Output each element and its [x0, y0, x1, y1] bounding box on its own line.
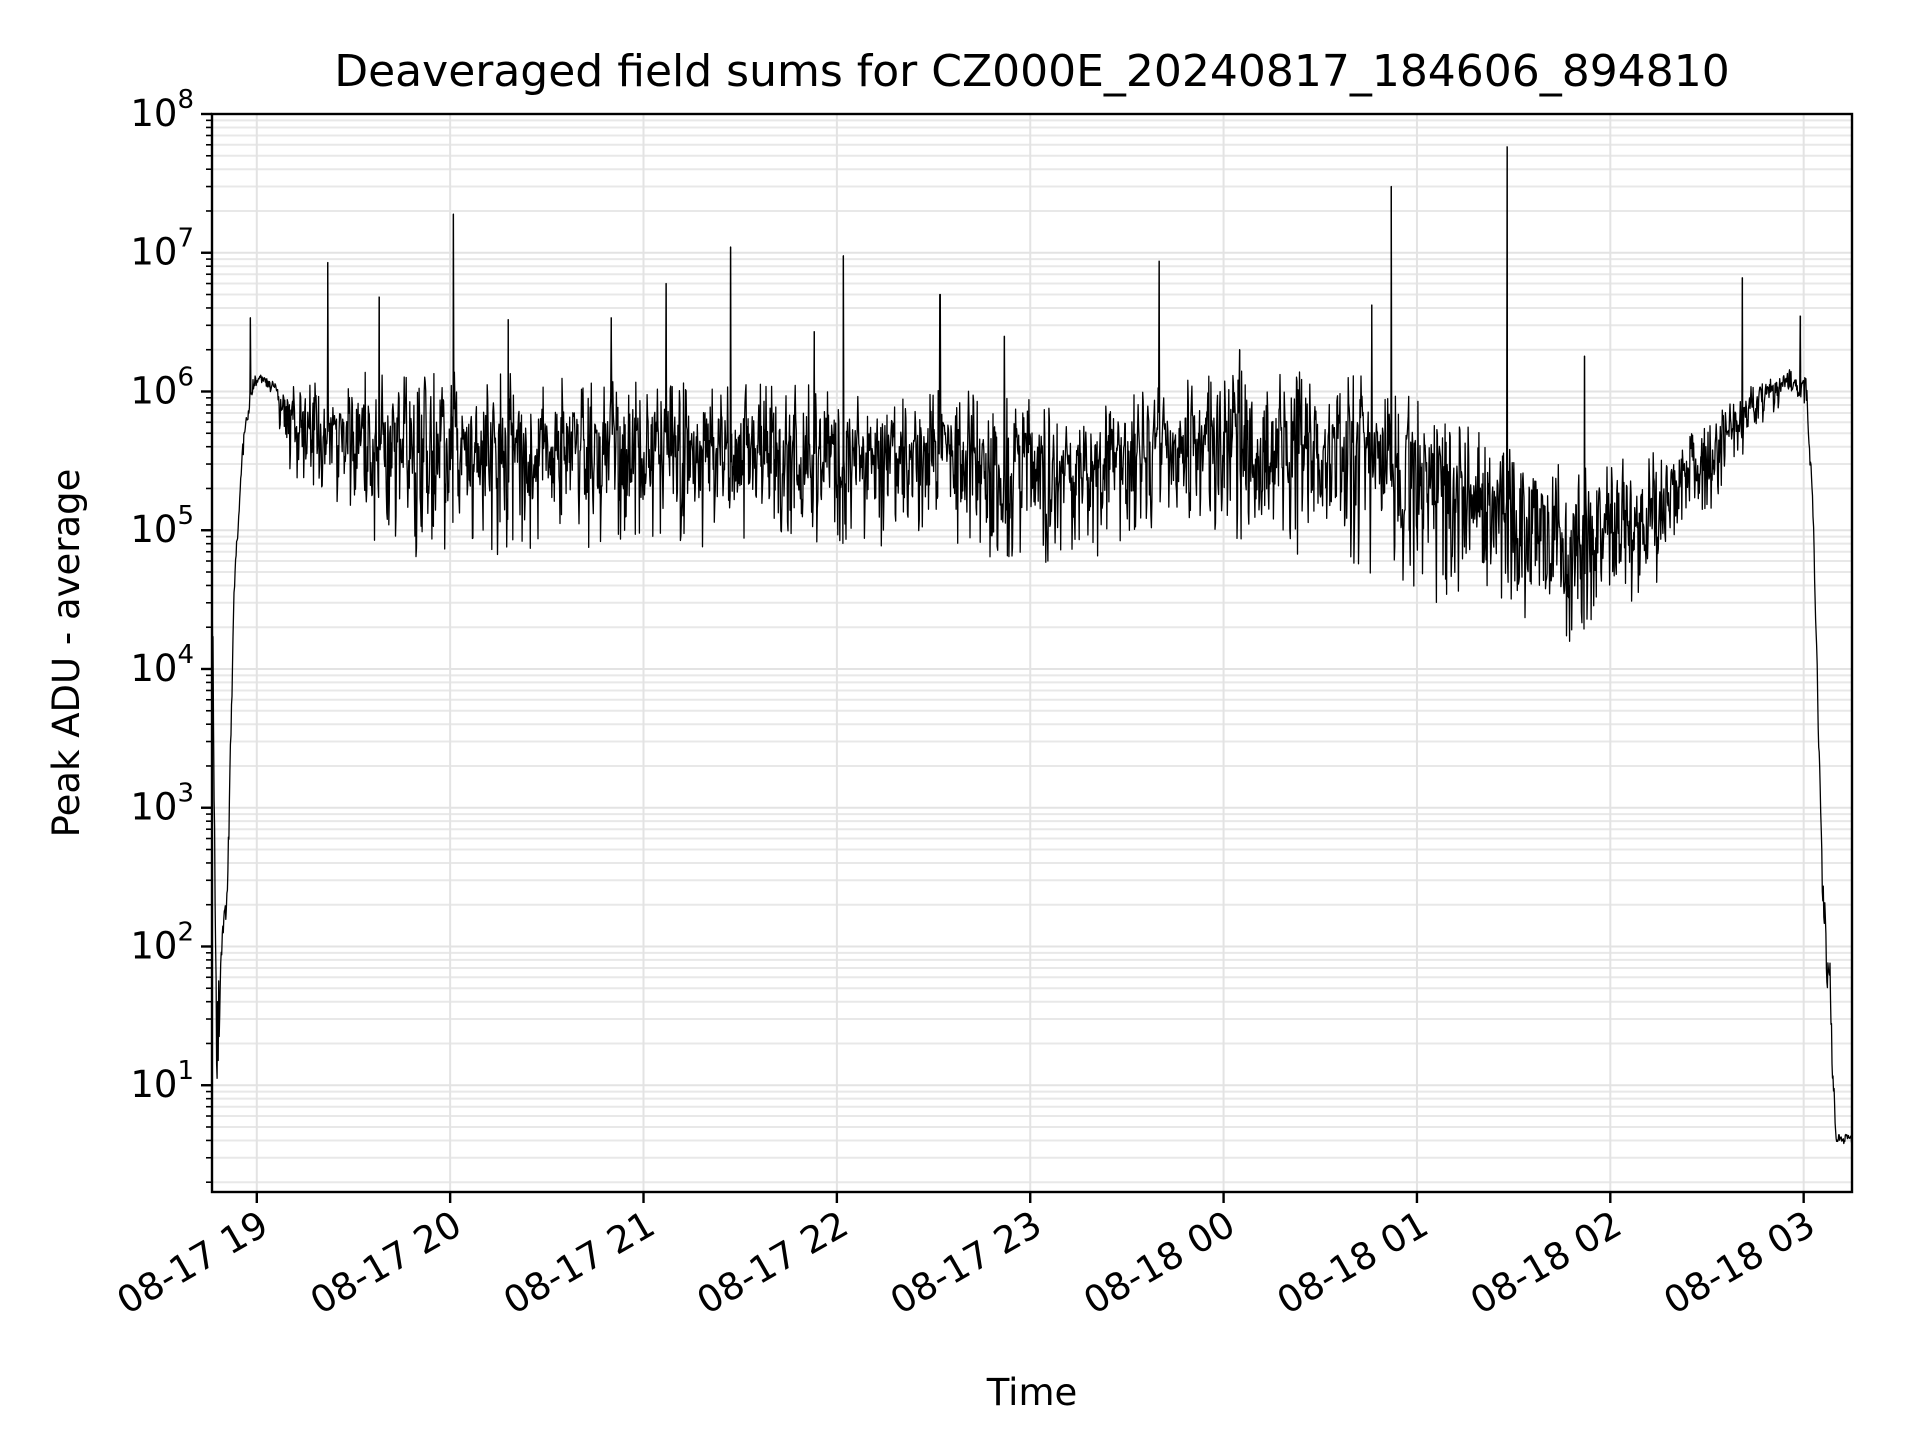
y-tick-label: 104: [130, 640, 194, 690]
y-tick-label: 103: [130, 779, 194, 829]
series-line: [211, 146, 1853, 1145]
y-tick-label: 106: [130, 362, 194, 412]
x-axis-label: Time: [986, 1371, 1078, 1414]
y-axis-label: Peak ADU - average: [45, 469, 88, 838]
y-tick-label: 102: [130, 917, 194, 967]
axis-ticks: [201, 112, 1805, 1203]
y-tick-label: 108: [130, 85, 194, 135]
series-line-path: [211, 146, 1853, 1145]
chart-title: Deaveraged field sums for CZ000E_2024081…: [334, 46, 1730, 97]
y-tick-label: 107: [130, 224, 194, 274]
y-tick-label: 105: [130, 501, 194, 551]
y-tick-label: 101: [130, 1056, 194, 1106]
plot-frame: [210, 112, 1854, 1194]
y-tick-labels: 101 102 103 104 105 106 107 108: [130, 85, 194, 1106]
